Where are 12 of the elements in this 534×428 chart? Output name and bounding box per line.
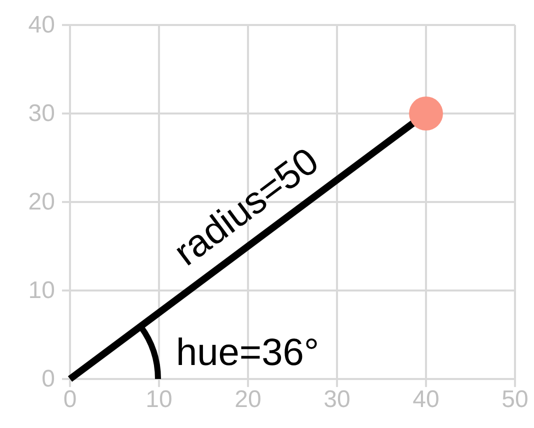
x-tick-label: 0 xyxy=(63,386,77,414)
y-tick-label: 0 xyxy=(42,366,55,393)
x-tick-label: 30 xyxy=(324,386,350,414)
x-tick-label: 20 xyxy=(234,386,262,414)
x-tick-label: 40 xyxy=(412,386,440,414)
x-tick-label: 10 xyxy=(146,386,172,414)
y-tick-label: 20 xyxy=(28,188,55,216)
y-tick-label: 40 xyxy=(28,12,55,39)
y-tick-label: 30 xyxy=(28,100,55,128)
x-tick-label: 50 xyxy=(502,386,528,414)
annotation: hue=36° xyxy=(176,332,320,374)
y-tick-label: 10 xyxy=(28,277,55,304)
